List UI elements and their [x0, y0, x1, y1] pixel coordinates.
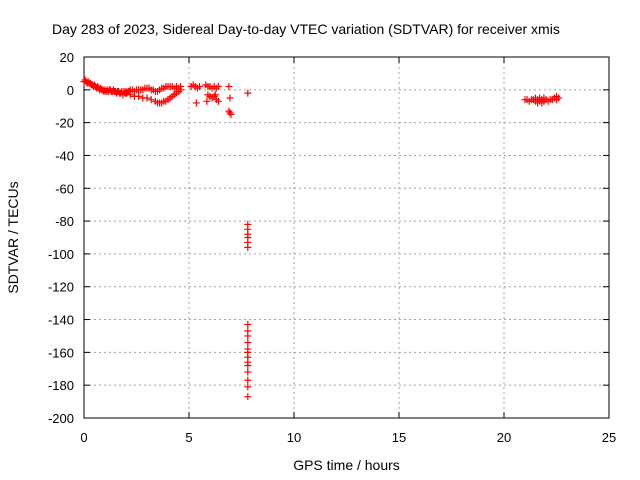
- data-point: [143, 94, 151, 102]
- data-point: [227, 110, 235, 118]
- data-point: [226, 94, 234, 102]
- x-tick-label: 25: [602, 430, 616, 445]
- data-point: [214, 97, 222, 105]
- data-point: [147, 96, 155, 104]
- data-point: [126, 91, 134, 99]
- x-tick-label: 0: [80, 430, 87, 445]
- y-tick-label: -100: [48, 247, 74, 262]
- data-point: [244, 320, 252, 328]
- data-point: [540, 94, 548, 102]
- chart-title: Day 283 of 2023, Sidereal Day-to-day VTE…: [52, 21, 560, 37]
- data-point: [244, 376, 252, 384]
- data-point: [244, 89, 252, 97]
- data-point: [122, 89, 130, 97]
- data-point: [196, 83, 203, 91]
- y-tick-label: -20: [55, 116, 74, 131]
- data-point: [226, 109, 234, 117]
- y-tick-label: -120: [48, 280, 74, 295]
- y-tick-label: -200: [48, 411, 74, 426]
- y-tick-label: 20: [60, 50, 74, 65]
- y-tick-label: -160: [48, 345, 74, 360]
- data-point: [177, 86, 185, 94]
- grid-lines: [84, 57, 609, 418]
- y-tick-label: -80: [55, 214, 74, 229]
- data-point: [244, 243, 252, 251]
- data-point: [244, 339, 252, 347]
- data-point: [538, 99, 546, 107]
- plot-frame: [83, 56, 610, 419]
- data-points: [80, 76, 563, 401]
- y-axis-ticks: 20 0 -20 -40 -60 -80 -100 -120 -140 -160 -180 -200: [48, 50, 609, 426]
- x-tick-label: 15: [392, 430, 406, 445]
- data-point: [225, 83, 233, 91]
- data-point: [203, 97, 211, 105]
- y-tick-label: -140: [48, 313, 74, 328]
- data-point: [192, 99, 200, 107]
- data-point: [244, 361, 252, 369]
- x-tick-label: 20: [497, 430, 511, 445]
- data-point: [244, 332, 252, 340]
- data-point: [244, 393, 252, 401]
- data-point: [244, 368, 252, 376]
- data-point: [244, 383, 252, 391]
- x-tick-label: 5: [185, 430, 192, 445]
- y-tick-label: -180: [48, 378, 74, 393]
- y-tick-label: 0: [67, 83, 74, 98]
- x-axis-ticks: 0 5 10 15 20 25: [80, 57, 616, 445]
- x-tick-label: 10: [287, 430, 301, 445]
- data-point: [214, 83, 222, 91]
- y-tick-label: -60: [55, 181, 74, 196]
- data-point: [553, 92, 560, 100]
- data-point: [211, 91, 219, 99]
- y-axis-label: SDTVAR / TECUs: [5, 181, 21, 293]
- y-tick-label: -40: [55, 148, 74, 163]
- data-point: [135, 92, 143, 100]
- x-axis-label: GPS time / hours: [293, 457, 400, 473]
